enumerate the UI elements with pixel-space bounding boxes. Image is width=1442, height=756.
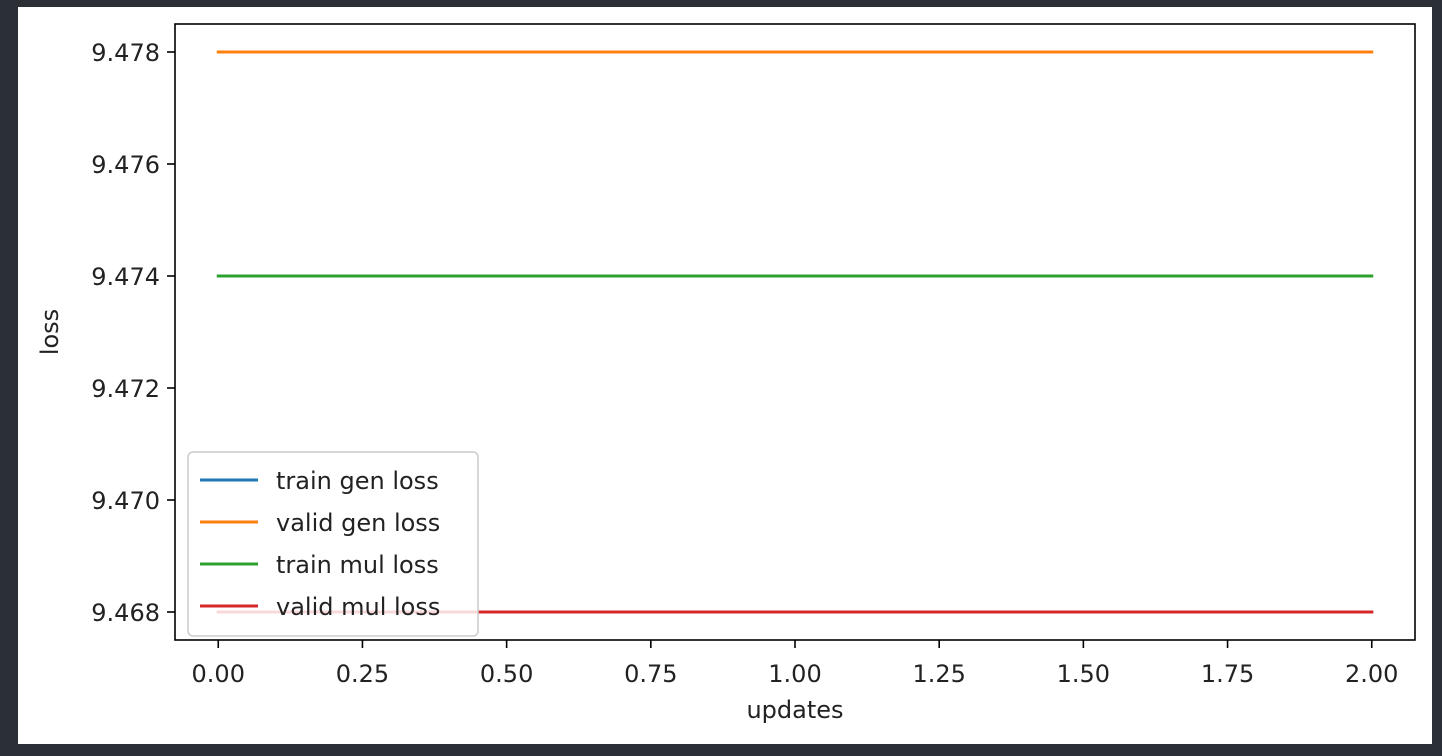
legend-label: valid mul loss <box>276 593 440 621</box>
y-tick-label: 9.470 <box>91 487 160 515</box>
y-tick-label: 9.472 <box>91 375 160 403</box>
legend-label: valid gen loss <box>276 509 440 537</box>
y-tick-label: 9.474 <box>91 263 160 291</box>
y-axis-label: loss <box>36 309 64 355</box>
x-axis: 0.00 0.25 0.50 0.75 1.00 1.25 1.50 1.75 2.00 <box>192 640 1398 688</box>
y-tick-label: 9.468 <box>91 599 160 627</box>
y-axis: 9.468 9.470 9.472 9.474 9.476 9.478 <box>91 39 175 627</box>
y-tick-label: 9.476 <box>91 151 160 179</box>
x-axis-label: updates <box>746 696 843 724</box>
x-tick-label: 2.00 <box>1345 660 1398 688</box>
legend-box <box>187 451 479 637</box>
x-tick-label: 1.50 <box>1057 660 1110 688</box>
x-tick-label: 0.00 <box>192 660 245 688</box>
chart-svg: 0.00 0.25 0.50 0.75 1.00 1.25 1.50 1.75 2.00 9.4… <box>36 23 1416 724</box>
x-tick-label: 1.75 <box>1201 660 1254 688</box>
legend-label: train gen loss <box>276 467 439 495</box>
legend-label: train mul loss <box>276 551 439 579</box>
legend: train gen loss valid gen loss train mul lo… <box>187 451 479 637</box>
x-tick-label: 1.00 <box>768 660 821 688</box>
x-tick-label: 0.75 <box>624 660 677 688</box>
chart-figure: 0.00 0.25 0.50 0.75 1.00 1.25 1.50 1.75 2.00 9.4… <box>18 7 1432 744</box>
x-tick-label: 0.50 <box>480 660 533 688</box>
y-tick-label: 9.478 <box>91 39 160 67</box>
x-tick-label: 1.25 <box>912 660 965 688</box>
x-tick-label: 0.25 <box>336 660 389 688</box>
